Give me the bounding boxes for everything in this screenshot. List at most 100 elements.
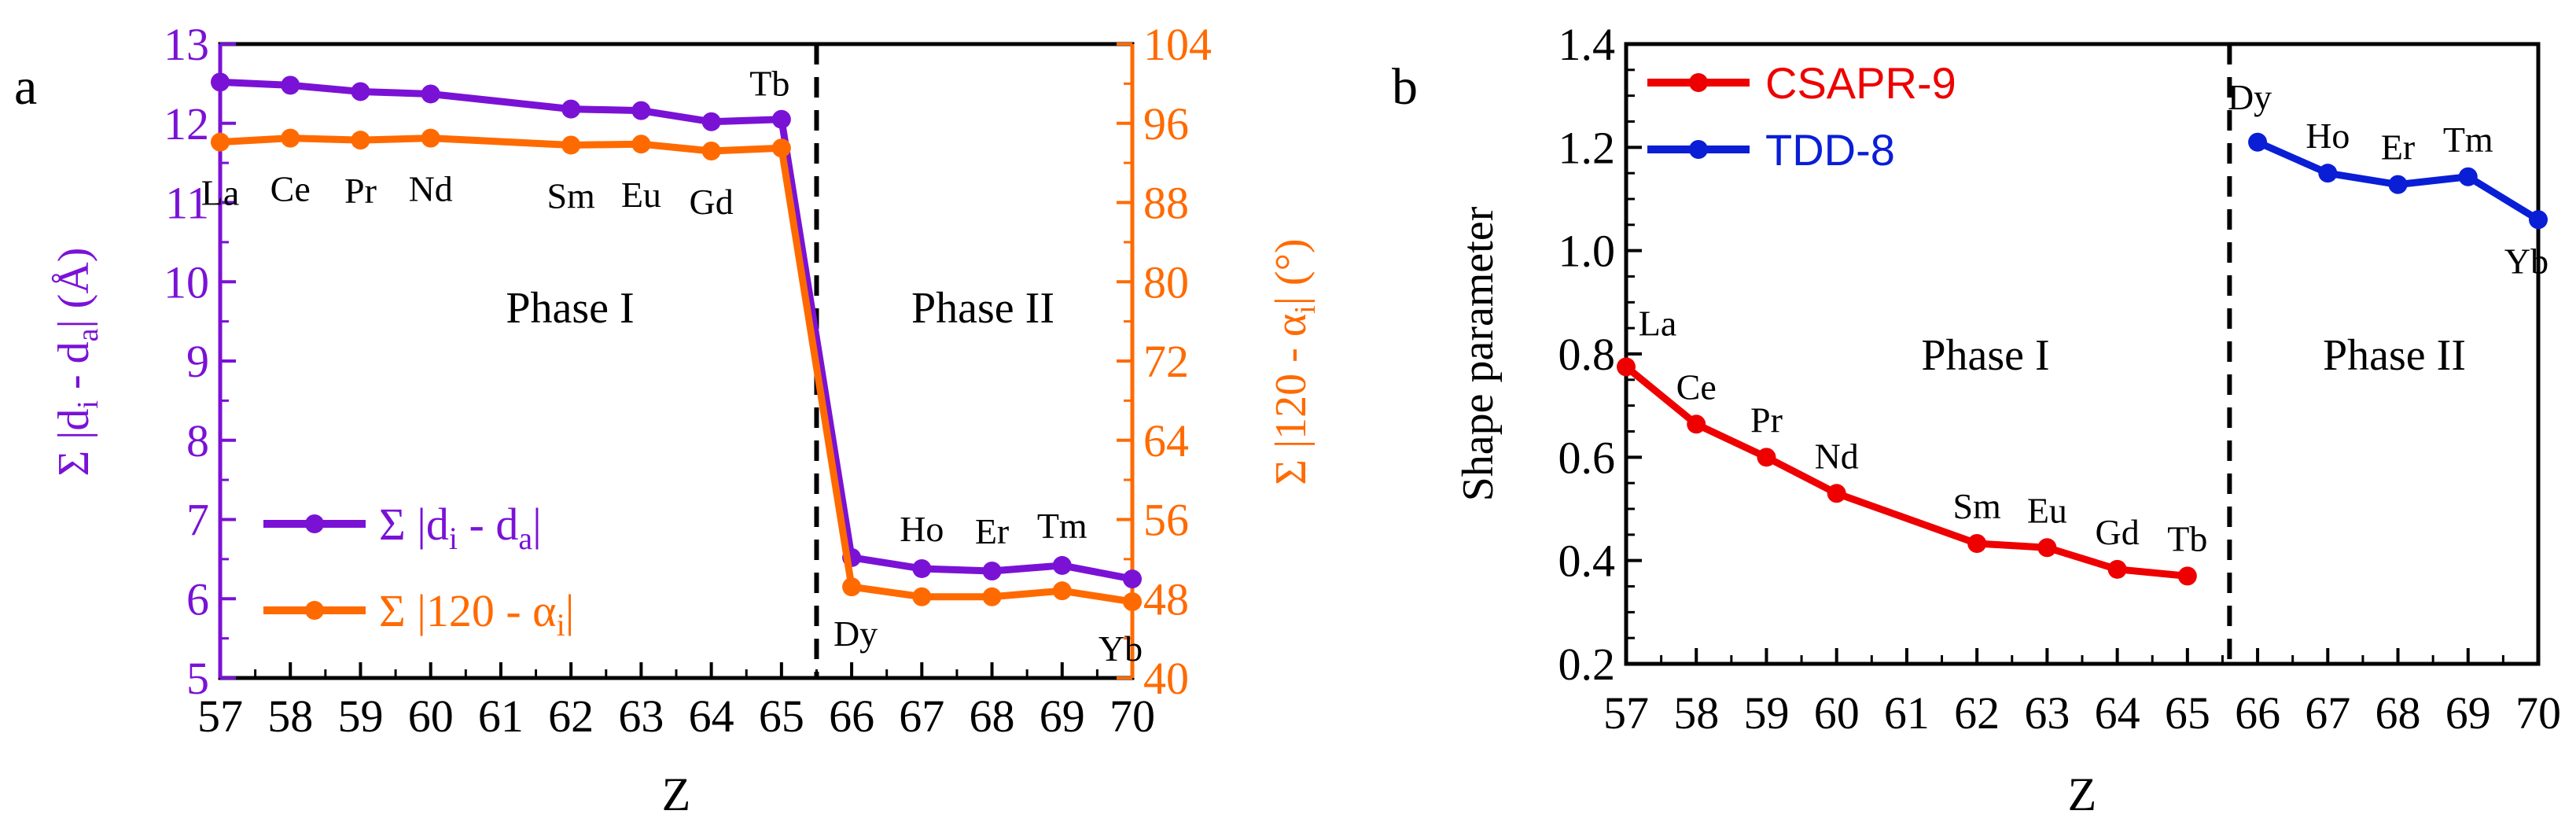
data-point bbox=[1052, 555, 1072, 575]
data-point bbox=[351, 131, 370, 150]
y-right-tick-label: 104 bbox=[1143, 19, 1212, 70]
data-point bbox=[2037, 538, 2057, 558]
data-point bbox=[2458, 167, 2478, 186]
data-point bbox=[771, 109, 791, 129]
point-label: Tm bbox=[1037, 506, 1087, 546]
x-tick-label: 59 bbox=[337, 691, 383, 742]
series-line bbox=[1624, 363, 2188, 580]
point-label: Tm bbox=[2443, 120, 2493, 160]
x-tick-label: 64 bbox=[2095, 687, 2140, 739]
legend-purple-marker bbox=[305, 514, 324, 533]
panel-a-x-ticks: 57 58 59 60 61 62 63 64 65 66 67 68 69 70 bbox=[197, 662, 1155, 742]
x-tick-label: 61 bbox=[478, 691, 524, 742]
point-label: Sm bbox=[1952, 486, 2001, 526]
point-label: Gd bbox=[2095, 512, 2139, 552]
point-label: Tb bbox=[749, 64, 789, 104]
point-label: Pr bbox=[1750, 400, 1783, 440]
point-label: Dy bbox=[2228, 77, 2272, 117]
x-tick-label: 61 bbox=[1884, 687, 1930, 739]
data-point bbox=[1757, 448, 1776, 467]
point-label: Sm bbox=[546, 175, 595, 216]
data-point bbox=[1687, 415, 1706, 434]
y-tick-label: 0.8 bbox=[1558, 329, 1616, 380]
data-point bbox=[1827, 484, 1846, 503]
x-tick-label: 60 bbox=[1814, 687, 1860, 739]
y-right-tick-label: 72 bbox=[1143, 336, 1189, 387]
point-label: Nd bbox=[1815, 436, 1859, 476]
data-point bbox=[701, 142, 721, 161]
x-tick-label: 67 bbox=[899, 691, 944, 742]
point-label: Yb bbox=[2504, 241, 2548, 281]
legend-orange-text: Σ |120 - αi| bbox=[379, 585, 574, 643]
panel-a-point-labels: La Ce Pr Nd Sm Eu Gd Tb Dy Ho Er Tm Yb bbox=[201, 64, 1143, 669]
data-point bbox=[561, 99, 581, 119]
data-point bbox=[211, 72, 230, 92]
y-right-tick-label: 64 bbox=[1143, 415, 1189, 466]
data-point bbox=[2318, 164, 2338, 183]
x-tick-label: 68 bbox=[2375, 687, 2421, 739]
y-tick-label: 9 bbox=[186, 336, 209, 387]
x-tick-label: 57 bbox=[197, 691, 243, 742]
y-tick-label: 0.6 bbox=[1558, 432, 1616, 483]
panel-a-phase2-label: Phase II bbox=[911, 284, 1054, 333]
panel-b-phase2-label: Phase II bbox=[2323, 331, 2466, 380]
panel-b-label: b bbox=[1392, 58, 1418, 116]
data-point bbox=[1967, 533, 1987, 553]
data-point bbox=[281, 76, 300, 95]
x-tick-label: 60 bbox=[408, 691, 454, 742]
legend-orange-marker bbox=[305, 601, 324, 620]
data-point bbox=[2248, 132, 2268, 152]
x-tick-label: 67 bbox=[2305, 687, 2350, 739]
y-tick-label: 0.4 bbox=[1558, 536, 1616, 587]
y-tick-label: 13 bbox=[164, 19, 209, 70]
panel-a: a 57 58 59 60 61 62 63 64 65 66 67 68 69 70 567891011… bbox=[14, 19, 1322, 818]
y-tick-label: 12 bbox=[164, 98, 209, 149]
panel-b-y-ticks: 0.2 0.4 0.6 0.8 1.0 1.2 1.4 bbox=[1558, 19, 1642, 690]
point-label: La bbox=[1639, 303, 1677, 343]
panel-b-point-labels: La Ce Pr Nd Sm Eu Gd Tb Dy Ho Er Tm Yb bbox=[1639, 77, 2548, 559]
data-point bbox=[211, 132, 230, 152]
point-label: Ce bbox=[270, 169, 311, 209]
point-label: Ce bbox=[1676, 367, 1717, 407]
data-point bbox=[2388, 175, 2408, 194]
panel-a-left-y-ticks: 5 6 7 8 9 10 11 12 13 bbox=[164, 19, 236, 704]
data-point bbox=[771, 138, 791, 158]
data-point bbox=[912, 558, 932, 578]
panel-b-legend: CSAPR-9 TDD-8 bbox=[1647, 58, 1956, 175]
legend-csapr-text: CSAPR-9 bbox=[1765, 58, 1956, 108]
y-tick-label: 0.2 bbox=[1558, 639, 1616, 690]
data-point bbox=[351, 82, 370, 101]
y-right-tick-label: 56 bbox=[1143, 495, 1189, 546]
data-point bbox=[631, 101, 651, 120]
data-point bbox=[421, 84, 440, 104]
x-tick-label: 66 bbox=[829, 691, 874, 742]
panel-b-y-label: Shape parameter bbox=[1454, 206, 1503, 501]
x-tick-label: 66 bbox=[2235, 687, 2280, 739]
y-tick-label: 1.2 bbox=[1558, 122, 1616, 173]
x-tick-label: 58 bbox=[1673, 687, 1719, 739]
point-label: Eu bbox=[2027, 490, 2067, 530]
panel-a-label: a bbox=[14, 58, 37, 116]
data-point bbox=[2529, 210, 2548, 230]
y-right-tick-label: 80 bbox=[1143, 256, 1189, 308]
x-tick-label: 68 bbox=[970, 691, 1015, 742]
data-point bbox=[982, 561, 1002, 580]
x-tick-label: 63 bbox=[618, 691, 664, 742]
x-tick-label: 65 bbox=[759, 691, 804, 742]
point-label: Er bbox=[2381, 127, 2415, 168]
point-label: Er bbox=[975, 511, 1009, 551]
panel-b: b 57 58 59 60 61 62 63 64 65 66 67 68 69 70 0.2 0.4 0.6… bbox=[1392, 19, 2561, 818]
y-right-tick-label: 88 bbox=[1143, 178, 1189, 229]
x-tick-label: 59 bbox=[1743, 687, 1789, 739]
point-label: La bbox=[201, 173, 240, 213]
data-point bbox=[701, 112, 721, 131]
point-label: Ho bbox=[2306, 116, 2350, 156]
x-tick-label: 58 bbox=[267, 691, 313, 742]
panel-a-legend: Σ |di - da| Σ |120 - αi| bbox=[263, 499, 574, 643]
y-tick-label: 6 bbox=[186, 573, 209, 625]
y-tick-label: 8 bbox=[186, 415, 209, 466]
point-label: Gd bbox=[689, 182, 733, 222]
data-point bbox=[2107, 559, 2127, 579]
panel-a-phase1-label: Phase I bbox=[506, 284, 634, 333]
